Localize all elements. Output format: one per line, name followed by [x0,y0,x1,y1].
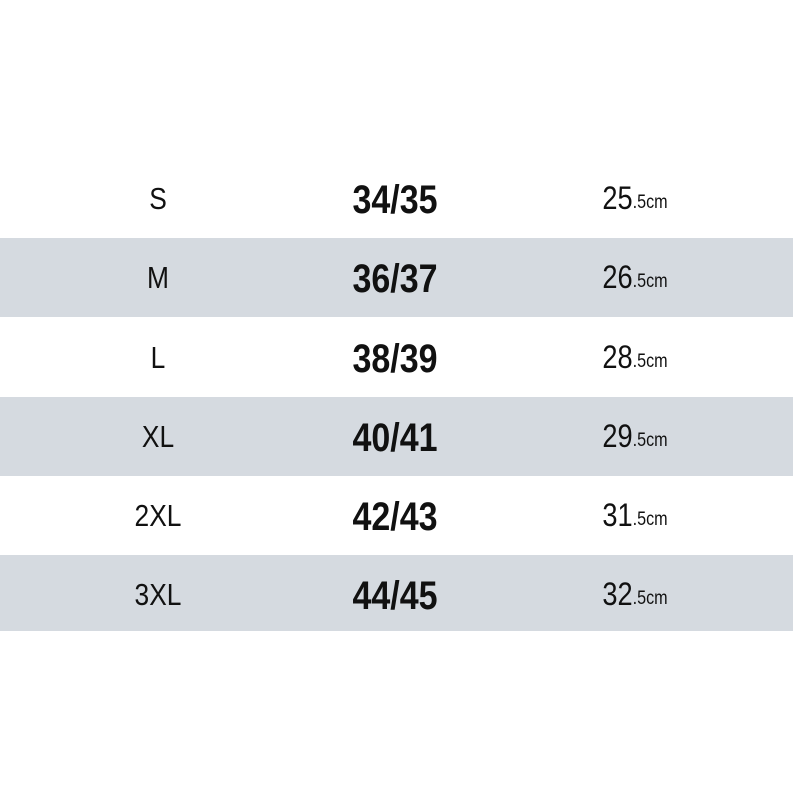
length-unit: .5cm [632,270,668,292]
length-unit: .5cm [632,191,668,213]
size-label: 3XL [134,576,182,612]
size-label: L [150,339,166,375]
eu-size: 42/43 [352,495,438,539]
eu-size: 36/37 [352,257,438,301]
foot-length: 31.5cm [567,476,703,555]
length-value: 29 [602,418,633,454]
foot-length: 26.5cm [567,238,703,317]
length-value: 25 [602,180,633,216]
length-unit: .5cm [632,429,668,451]
foot-length: 32.5cm [567,555,703,634]
eu-size: 38/39 [352,337,438,381]
length-value: 28 [602,339,633,375]
size-label: XL [141,418,175,454]
length-unit: .5cm [632,587,668,609]
size-label: M [147,259,169,295]
eu-size: 34/35 [352,178,438,222]
size-row: 2XL 42/43 31.5cm [0,476,793,555]
length-unit: .5cm [632,508,668,530]
length-value: 31 [602,497,633,533]
foot-length: 28.5cm [567,318,703,397]
eu-size: 44/45 [352,574,438,618]
length-value: 26 [602,259,633,295]
foot-length: 25.5cm [567,159,703,238]
size-row: 3XL 44/45 32.5cm [0,555,793,631]
size-row: M 36/37 26.5cm [0,238,793,317]
eu-size: 40/41 [352,416,438,460]
size-label: 2XL [134,497,182,533]
length-unit: .5cm [632,350,668,372]
size-row: S 34/35 25.5cm [0,159,793,238]
length-value: 32 [602,576,633,612]
foot-length: 29.5cm [567,397,703,476]
size-label: S [149,180,167,216]
size-row: XL 40/41 29.5cm [0,397,793,476]
size-row: L 38/39 28.5cm [0,318,793,397]
